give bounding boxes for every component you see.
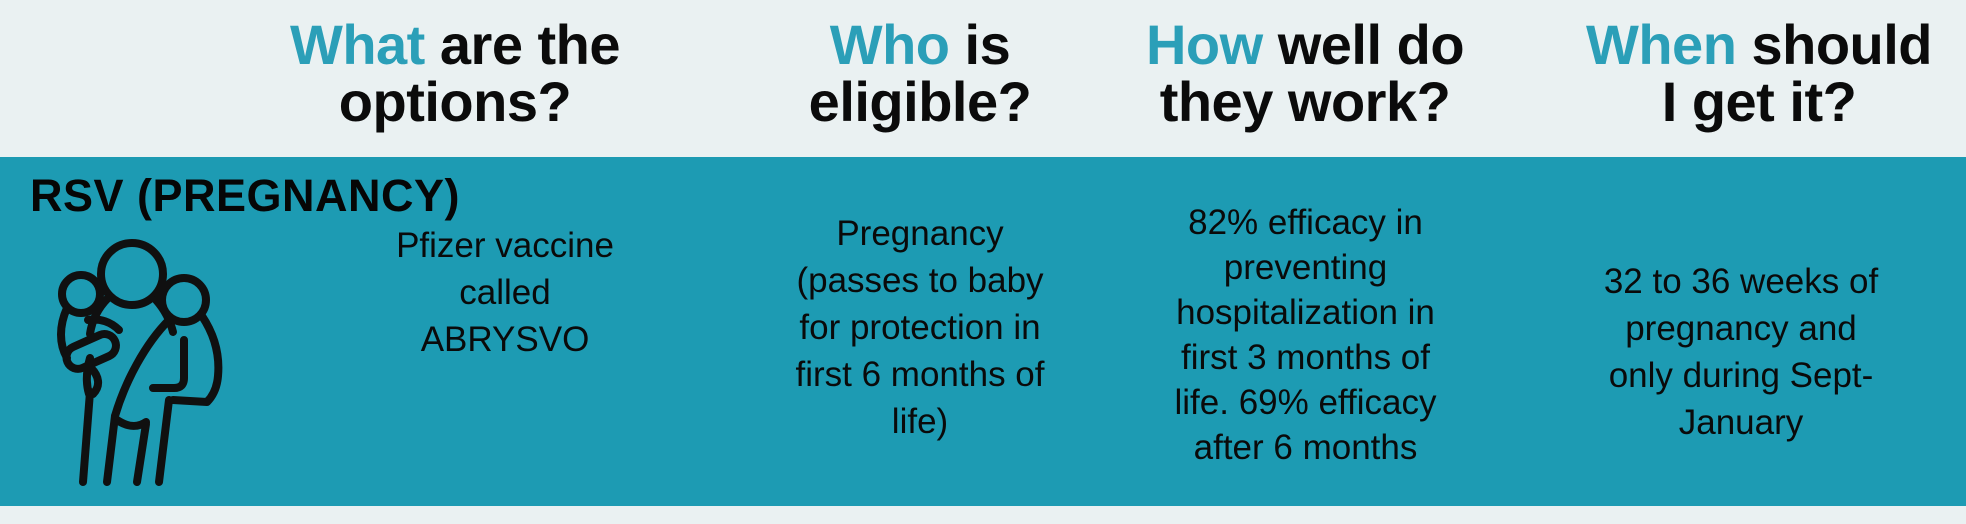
header-when-get-it: When should I get it? — [1552, 16, 1966, 130]
header-rest: well do — [1262, 13, 1465, 76]
rsv-pregnancy-row-band — [0, 157, 1966, 506]
header-line-1: When should — [1552, 16, 1966, 73]
header-rest: should — [1736, 13, 1932, 76]
header-line-2: options? — [338, 70, 572, 133]
header-line-2: eligible? — [808, 70, 1032, 133]
header-accent-word: What — [289, 13, 425, 76]
header-accent-word: When — [1585, 13, 1737, 76]
cell-efficacy: 82% efficacy in preventing hospitalizati… — [1174, 203, 1437, 467]
pregnant-family-icon — [45, 192, 250, 490]
header-rest: are the — [424, 13, 621, 76]
header-line-1: What are the — [250, 16, 660, 73]
header-how-well-work: How well do they work? — [1095, 16, 1515, 130]
cell-vaccine-options: Pfizer vaccine called ABRYSVO — [396, 226, 614, 359]
header-line-1: How well do — [1095, 16, 1515, 73]
cell-timing: 32 to 36 weeks of pregnancy and only dur… — [1603, 262, 1879, 442]
header-who-eligible: Who is eligible? — [715, 16, 1125, 130]
header-what-options: What are the options? — [250, 16, 660, 130]
header-line-2: they work? — [1159, 70, 1451, 133]
header-accent-word: How — [1145, 13, 1263, 76]
header-line-2: I get it? — [1661, 70, 1857, 133]
header-accent-word: Who — [829, 13, 950, 76]
header-rest: is — [949, 13, 1011, 76]
cell-eligibility: Pregnancy (passes to baby for protection… — [795, 214, 1045, 441]
row-label-rsv-pregnancy: RSV (PREGNANCY) — [30, 170, 461, 221]
header-line-1: Who is — [715, 16, 1125, 73]
